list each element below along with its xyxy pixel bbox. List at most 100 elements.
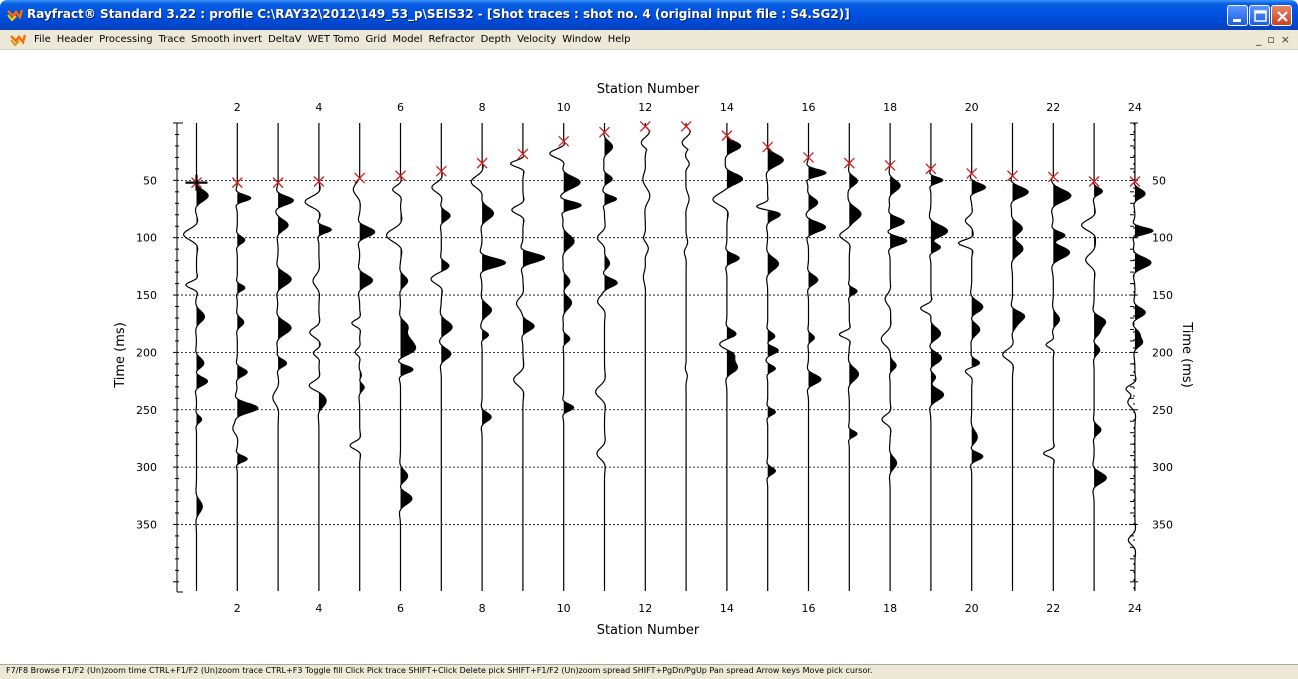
trace-8[interactable]: [470, 123, 507, 591]
menu-help[interactable]: Help: [607, 34, 631, 45]
x-tick-label-top: 14: [720, 101, 734, 114]
trace-18[interactable]: [880, 123, 908, 591]
pick-marker-4[interactable]: [313, 176, 325, 187]
pick-marker-11[interactable]: [599, 126, 610, 138]
menu-processing[interactable]: Processing: [99, 34, 153, 45]
pick-marker-2[interactable]: [231, 177, 243, 189]
pick-marker-21[interactable]: [1007, 170, 1018, 182]
menu-wet-tomo[interactable]: WET Tomo: [307, 34, 360, 45]
menu-file[interactable]: File: [34, 34, 51, 45]
pick-marker-14[interactable]: [721, 130, 733, 142]
trace-9[interactable]: [510, 123, 546, 591]
trace-2[interactable]: [232, 123, 259, 591]
pick-marker-16[interactable]: [803, 151, 814, 163]
menu-refractor[interactable]: Refractor: [428, 34, 475, 45]
menu-velocity[interactable]: Velocity: [517, 34, 557, 45]
trace-fill: [890, 214, 905, 229]
pick-marker-3[interactable]: [272, 177, 284, 189]
menu-deltav[interactable]: DeltaV: [268, 34, 302, 45]
trace-15[interactable]: [755, 123, 784, 591]
trace-fill: [237, 193, 251, 204]
trace-fill: [849, 173, 858, 189]
x-tick-label-top: 10: [557, 101, 571, 114]
trace-fill: [441, 259, 449, 271]
x-tick-label-bottom: 20: [965, 602, 979, 615]
shot-traces-plot[interactable]: Station Number Station Number Time (ms) Tim…: [0, 51, 1298, 654]
trace-fill: [1094, 422, 1101, 438]
trace-fill: [930, 371, 944, 406]
trace-11[interactable]: [594, 123, 618, 591]
trace-fill: [400, 176, 402, 182]
trace-fill: [400, 363, 413, 376]
trace-17[interactable]: [838, 123, 862, 591]
title-bar[interactable]: Rayfract® Standard 3.22 : profile C:\RAY…: [0, 0, 1298, 30]
mdi-restore-button[interactable]: ▫: [1267, 33, 1275, 46]
mdi-close-button[interactable]: ×: [1280, 33, 1290, 46]
trace-fill: [604, 137, 613, 157]
x-axis-title-bottom: Station Number: [597, 623, 700, 638]
trace-fill: [400, 272, 408, 290]
trace-13[interactable]: [681, 123, 691, 591]
maximize-button[interactable]: [1249, 5, 1270, 26]
trace-16[interactable]: [805, 123, 827, 591]
trace-fill: [196, 495, 203, 518]
pick-marker-18[interactable]: [884, 159, 896, 171]
pick-cursor[interactable]: [185, 174, 208, 191]
trace-fill: [318, 370, 320, 377]
pick-marker-12[interactable]: [639, 120, 651, 132]
close-button[interactable]: [1271, 5, 1292, 26]
trace-fill: [441, 289, 443, 297]
y-tick-label-right: 350: [1152, 518, 1173, 531]
rayfract-icon[interactable]: [10, 33, 26, 47]
pick-marker-8[interactable]: [476, 157, 488, 169]
pick-marker-19[interactable]: [925, 163, 937, 175]
trace-fill: [563, 229, 575, 253]
y-axis-title-right: Time (ms): [1179, 321, 1194, 388]
trace-5[interactable]: [349, 123, 376, 591]
menu-smooth-invert[interactable]: Smooth invert: [191, 34, 263, 45]
trace-fill: [196, 306, 205, 326]
trace-fill: [604, 194, 617, 205]
trace-fill: [237, 315, 244, 330]
pick-marker-6[interactable]: [395, 170, 406, 182]
pick-marker-10[interactable]: [558, 135, 570, 147]
menu-grid[interactable]: Grid: [365, 34, 387, 45]
trace-23[interactable]: [1080, 123, 1107, 591]
trace-4[interactable]: [304, 123, 333, 591]
x-tick-label-bottom: 14: [720, 602, 734, 615]
trace-fill: [441, 345, 451, 363]
trace-12[interactable]: [640, 123, 651, 591]
menu-depth[interactable]: Depth: [480, 34, 512, 45]
pick-marker-7[interactable]: [435, 165, 447, 177]
y-tick-label-right: 100: [1152, 232, 1173, 245]
trace-fill: [726, 327, 736, 339]
mdi-minimize-button[interactable]: _: [1255, 33, 1262, 46]
trace-fill: [237, 399, 258, 417]
trace-fill: [767, 344, 779, 356]
trace-fill: [318, 342, 321, 347]
trace-fill: [563, 273, 572, 314]
pick-marker-22[interactable]: [1047, 171, 1059, 183]
menu-window[interactable]: Window: [562, 34, 602, 45]
minimize-button[interactable]: [1227, 5, 1248, 26]
shot-traces-window: Station Number Station Number Time (ms) Tim…: [0, 51, 1298, 654]
x-tick-label-bottom: 12: [638, 602, 652, 615]
trace-3[interactable]: [272, 123, 294, 591]
pick-marker-15[interactable]: [762, 141, 774, 153]
pick-marker-23[interactable]: [1088, 176, 1100, 187]
pick-marker-20[interactable]: [966, 168, 978, 179]
pick-marker-9[interactable]: [517, 148, 529, 160]
trace-10[interactable]: [549, 123, 582, 591]
x-axis-title-top: Station Number: [597, 82, 700, 97]
pick-marker-24[interactable]: [1129, 176, 1141, 187]
pick-marker-13[interactable]: [680, 120, 692, 132]
trace-fill: [196, 414, 202, 425]
close-icon: [1277, 11, 1288, 22]
menu-model[interactable]: Model: [392, 34, 423, 45]
menu-header[interactable]: Header: [56, 34, 94, 45]
pick-marker-17[interactable]: [843, 157, 855, 169]
trace-fill: [849, 203, 861, 227]
pick-marker-5[interactable]: [354, 172, 366, 184]
trace-fill: [808, 272, 818, 287]
menu-trace[interactable]: Trace: [158, 34, 186, 45]
